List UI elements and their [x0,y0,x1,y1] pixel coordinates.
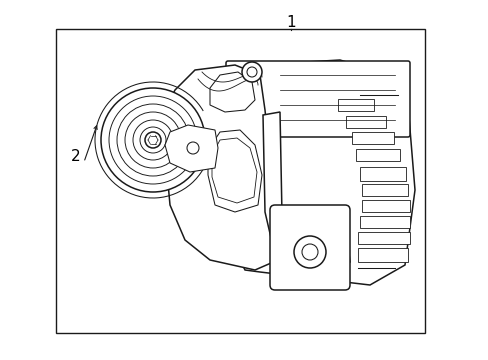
Circle shape [293,236,325,268]
Text: 2: 2 [71,149,81,164]
Bar [357,248,407,262]
Text: 1: 1 [285,15,295,30]
Circle shape [101,88,204,192]
Circle shape [145,132,161,148]
Polygon shape [164,125,218,172]
Bar [346,116,385,128]
Circle shape [246,67,257,77]
Bar [359,216,409,228]
Polygon shape [209,72,254,112]
Polygon shape [227,60,414,285]
Bar [355,149,399,161]
Circle shape [242,62,262,82]
Circle shape [302,244,317,260]
Bar [361,184,407,196]
Circle shape [186,142,199,154]
Bar [351,132,393,144]
Bar [56,29,425,333]
Bar [337,99,373,111]
Polygon shape [263,112,349,285]
Bar [359,167,405,181]
FancyBboxPatch shape [269,205,349,290]
Bar [361,200,409,212]
Polygon shape [207,130,262,212]
Polygon shape [162,65,280,270]
Bar [357,232,409,244]
FancyBboxPatch shape [225,61,409,137]
